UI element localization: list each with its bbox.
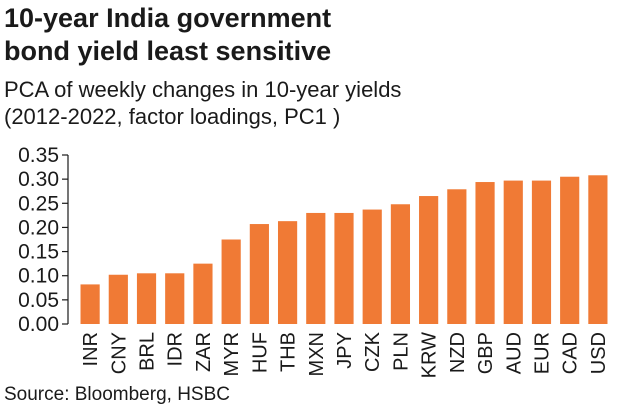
x-tick-label: BRL: [137, 332, 159, 371]
chart-subtitle: PCA of weekly changes in 10-year yields …: [4, 76, 616, 130]
chart-subtitle-line-1: PCA of weekly changes in 10-year yields: [4, 77, 402, 102]
x-tick-label: MYR: [221, 332, 243, 376]
x-tick-label: CAD: [560, 332, 582, 374]
x-tick-label: JPY: [334, 332, 356, 369]
bar-cny: [108, 274, 128, 324]
x-tick-label: EUR: [531, 332, 553, 374]
x-tick-label: MXN: [306, 332, 328, 376]
x-tick-label: USD: [588, 332, 610, 374]
y-tick-label: 0.00: [18, 313, 59, 336]
x-tick-label: CZK: [362, 331, 384, 372]
x-tick-label: KRW: [419, 332, 441, 378]
chart-title-line-2: bond yield least sensitive: [4, 36, 332, 66]
bar-pln: [390, 204, 411, 324]
bar-zar: [193, 263, 213, 324]
chart-title: 10-year India government bond yield leas…: [4, 2, 616, 68]
bar-thb: [277, 221, 298, 324]
bar-jpy: [334, 212, 354, 324]
bar-brl: [136, 273, 157, 324]
x-tick-label: INR: [80, 332, 102, 366]
x-tick-label: HUF: [249, 332, 271, 373]
bar-idr: [165, 273, 185, 324]
y-tick-label: 0.15: [18, 241, 59, 264]
bar-gbp: [475, 182, 495, 324]
bar-mxn: [306, 212, 326, 324]
bar-huf: [249, 224, 269, 324]
chart-subtitle-line-2: (2012-2022, factor loadings, PC1 ): [4, 104, 341, 129]
y-tick-label: 0.30: [18, 168, 59, 191]
bar-eur: [531, 180, 552, 324]
x-tick-label: PLN: [390, 332, 412, 371]
bar-czk: [362, 209, 382, 324]
y-tick-label: 0.25: [18, 192, 59, 215]
y-tick-label: 0.05: [18, 289, 59, 312]
x-tick-label: AUD: [503, 332, 525, 374]
y-tick-label: 0.10: [18, 265, 59, 288]
chart-title-line-1: 10-year India government: [4, 3, 332, 33]
bar-krw: [419, 196, 439, 324]
bar-aud: [503, 180, 523, 324]
bar-usd: [588, 175, 608, 324]
x-tick-label: NZD: [447, 332, 469, 373]
x-tick-label: IDR: [165, 332, 187, 366]
x-tick-label: ZAR: [193, 332, 215, 372]
x-tick-label: THB: [278, 332, 300, 372]
source-note: Source: Bloomberg, HSBC: [4, 384, 230, 405]
bar-myr: [221, 239, 241, 324]
bar-nzd: [447, 189, 467, 324]
bar-cad: [560, 176, 580, 324]
x-tick-label: GBP: [475, 332, 497, 374]
bar-inr: [80, 284, 100, 324]
y-tick-label: 0.20: [18, 216, 59, 239]
y-tick-label: 0.35: [18, 144, 59, 167]
x-tick-label: CNY: [108, 332, 130, 374]
